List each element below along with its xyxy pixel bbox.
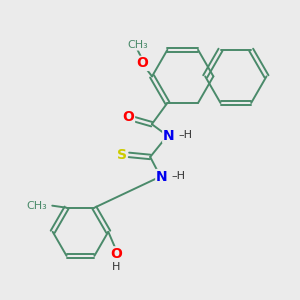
Text: O: O bbox=[136, 56, 148, 70]
Text: O: O bbox=[123, 110, 134, 124]
Text: CH₃: CH₃ bbox=[27, 201, 47, 211]
Text: N: N bbox=[163, 129, 174, 143]
Text: H: H bbox=[112, 262, 121, 272]
Text: S: S bbox=[117, 148, 127, 162]
Text: O: O bbox=[110, 247, 122, 261]
Text: N: N bbox=[156, 169, 167, 184]
Text: CH₃: CH₃ bbox=[127, 40, 148, 50]
Text: –H: –H bbox=[172, 171, 186, 181]
Text: –H: –H bbox=[179, 130, 193, 140]
